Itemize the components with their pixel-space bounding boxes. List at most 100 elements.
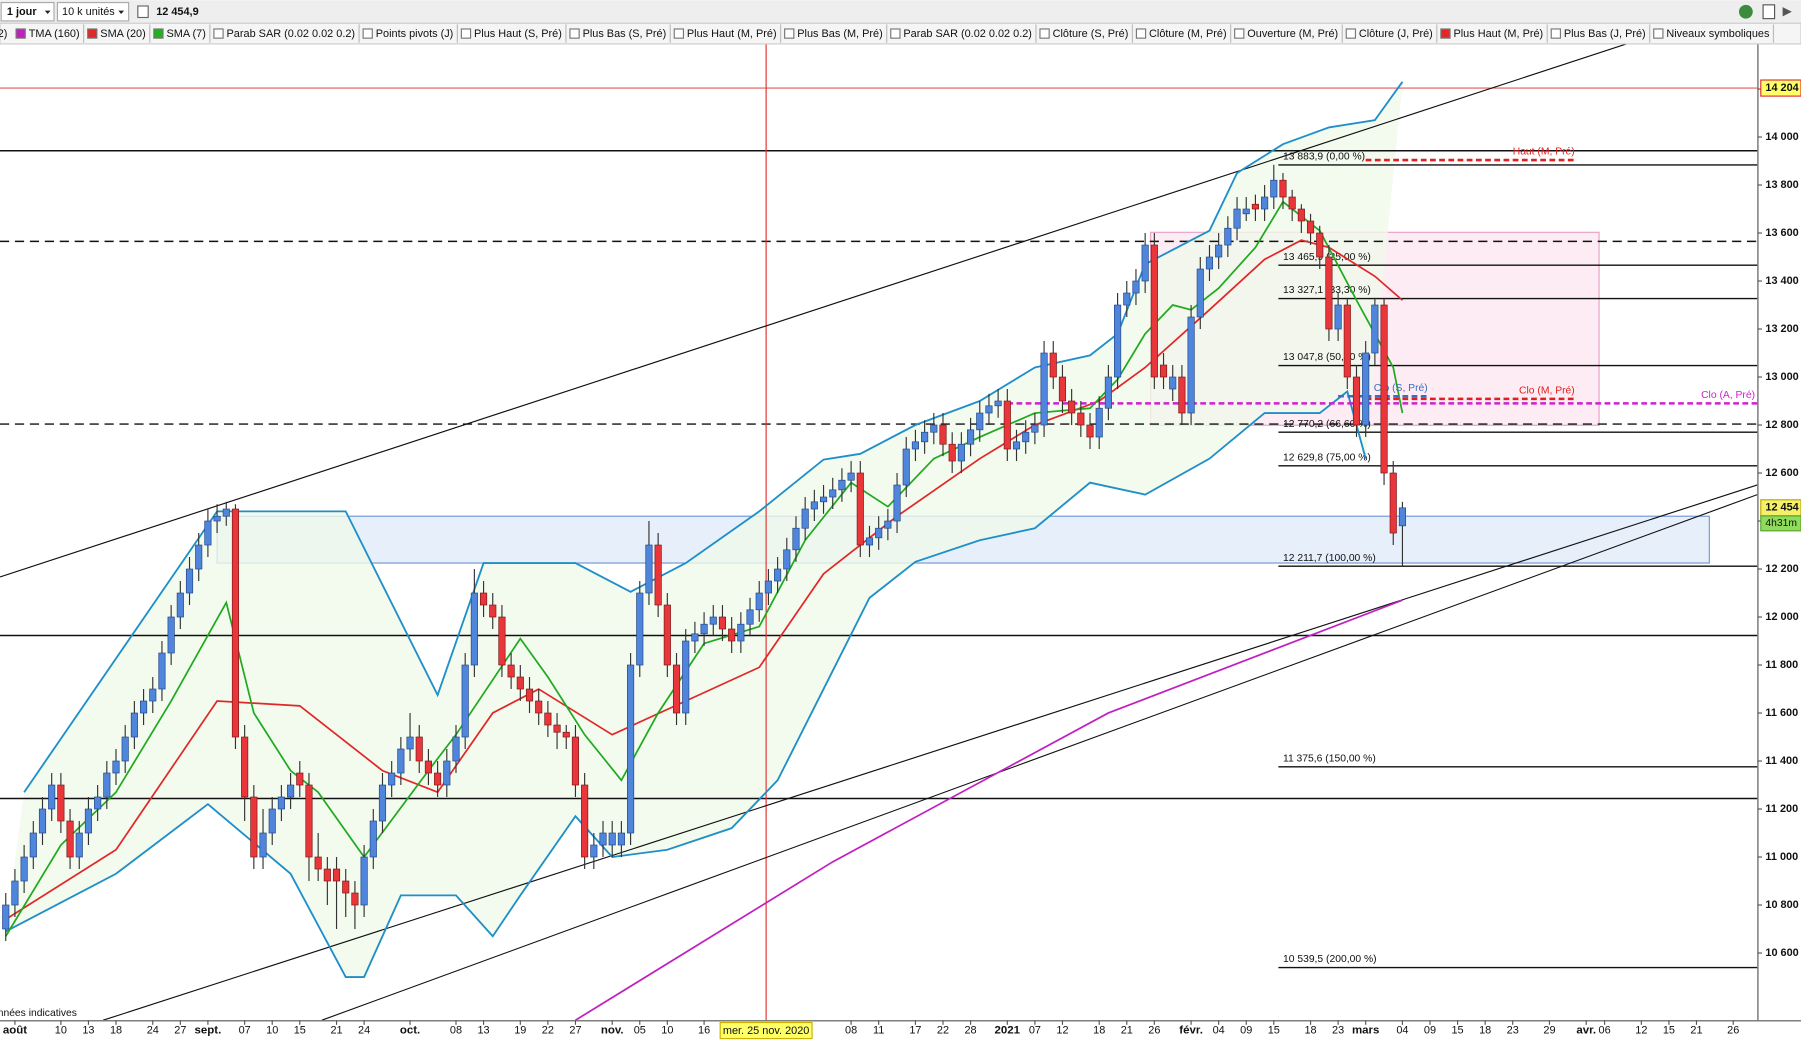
candle-body	[682, 640, 690, 714]
fib-label: 12 770,2 (66,60 %)	[1283, 419, 1371, 430]
period-select[interactable]	[0, 1, 55, 22]
legend-checkbox[interactable]	[362, 28, 373, 39]
legend-checkbox[interactable]	[1135, 28, 1147, 39]
candle-body	[268, 808, 276, 834]
y-tick-label: 12 000	[1765, 611, 1798, 623]
bollinger-lower	[5, 389, 1367, 978]
settings-icon[interactable]	[1738, 4, 1753, 19]
x-tick-label: 15	[1451, 1024, 1463, 1036]
legend-checkbox[interactable]	[15, 28, 26, 39]
candle-body	[1316, 232, 1324, 258]
candle-body	[29, 832, 37, 858]
candle-body	[755, 592, 763, 611]
candle-body	[1040, 352, 1048, 426]
band-fill	[5, 81, 1403, 978]
legend-checkbox[interactable]	[87, 28, 98, 39]
candle-body	[195, 544, 203, 570]
candle-body	[865, 537, 874, 546]
candle-body	[323, 868, 331, 882]
legend-checkbox[interactable]	[569, 28, 580, 39]
x-tick-label: 09	[1240, 1024, 1252, 1036]
fib-label: 13 047,8 (50,00 %)	[1283, 352, 1371, 363]
scroll-icon[interactable]	[1782, 7, 1792, 17]
candle-body	[296, 772, 304, 786]
candle-body	[1389, 472, 1397, 534]
candle-body	[369, 820, 377, 858]
marker-label: Clo (A, Pré)	[1701, 390, 1755, 401]
candle-body	[957, 443, 965, 462]
y-tick-label: 11 800	[1765, 659, 1798, 671]
candle-body	[1261, 196, 1269, 210]
legend-label: SMA (20)	[100, 28, 145, 40]
legend-checkbox[interactable]	[460, 28, 472, 39]
candle-body	[259, 832, 267, 858]
candle-body	[167, 616, 175, 654]
candle-body	[507, 664, 515, 678]
candle-body	[1150, 244, 1158, 378]
candle-body	[176, 592, 184, 618]
y-tick-label: 13 200	[1765, 323, 1798, 335]
candle-body	[608, 832, 616, 846]
legend-checkbox[interactable]	[890, 28, 901, 39]
candle-body	[1242, 208, 1250, 215]
legend-checkbox[interactable]	[784, 28, 795, 39]
legend-checkbox[interactable]	[1234, 28, 1245, 39]
candle-body	[1058, 376, 1067, 402]
crosshair-y-box	[1760, 79, 1801, 97]
candle-body	[1270, 179, 1278, 198]
candle-body	[342, 880, 350, 894]
candle-body	[231, 508, 240, 738]
y-tick-label: 12 200	[1765, 563, 1798, 575]
candle-body	[103, 772, 111, 798]
legend-checkbox[interactable]	[673, 28, 685, 39]
candle-body	[1077, 412, 1085, 426]
candle-body	[525, 688, 534, 702]
candle-body	[985, 405, 993, 414]
legend-checkbox[interactable]	[1440, 28, 1451, 39]
fib-label: 12 629,8 (75,00 %)	[1283, 453, 1371, 464]
candle-body	[158, 652, 166, 690]
candle-body	[1022, 431, 1030, 443]
candle-body	[544, 712, 552, 726]
legend-label: Niveaux symboliques	[1666, 28, 1770, 40]
candle-body	[590, 844, 598, 858]
candle-body	[397, 748, 405, 774]
legend-checkbox[interactable]	[1653, 28, 1664, 39]
candle-body	[1049, 352, 1057, 378]
candle-body	[1104, 376, 1112, 409]
candle-body	[856, 472, 864, 546]
panel-icon[interactable]	[1762, 4, 1776, 20]
candle-body	[1123, 292, 1131, 306]
legend-checkbox[interactable]	[1550, 28, 1561, 39]
candle-body	[314, 856, 322, 870]
candle-body	[930, 424, 938, 433]
legend-checkbox[interactable]	[1345, 28, 1357, 39]
y-tick-label: 13 800	[1765, 179, 1798, 191]
legend-checkbox[interactable]	[153, 28, 164, 39]
candle-body	[1095, 407, 1103, 438]
candle-body	[792, 527, 800, 551]
candle-body	[571, 736, 580, 786]
candle-body	[1086, 424, 1094, 438]
candle-body	[819, 496, 828, 503]
x-tick-label: 26	[1727, 1024, 1739, 1036]
candle-body	[645, 544, 653, 594]
legend-checkbox[interactable]	[213, 28, 224, 39]
candle-body	[728, 628, 736, 642]
candle-body	[38, 808, 47, 834]
candle-body	[66, 820, 74, 858]
x-tick-label: 12	[1635, 1024, 1647, 1036]
candle-body	[700, 623, 708, 635]
candle-body	[1279, 179, 1287, 198]
footnote: nnées indicatives	[0, 1008, 77, 1019]
legend-checkbox[interactable]	[1039, 28, 1050, 39]
candle-body	[911, 441, 919, 450]
units-select[interactable]	[56, 1, 130, 22]
candle-body	[939, 424, 947, 445]
x-tick-label: 22	[542, 1024, 554, 1036]
info-icon[interactable]	[137, 5, 149, 19]
x-tick-label: 18	[110, 1024, 122, 1036]
candle-body	[1398, 507, 1406, 527]
x-tick-label: avr.	[1576, 1025, 1596, 1037]
